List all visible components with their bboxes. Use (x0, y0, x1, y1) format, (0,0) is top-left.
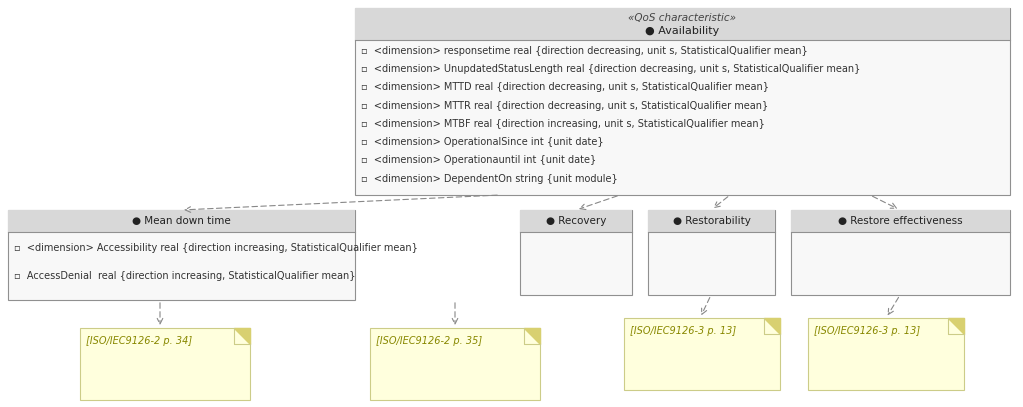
Text: ▫  <dimension> responsetime real {direction decreasing, unit s, StatisticalQuali: ▫ <dimension> responsetime real {directi… (361, 46, 808, 56)
Text: ● Restorability: ● Restorability (672, 216, 751, 226)
Text: ● Mean down time: ● Mean down time (132, 216, 231, 226)
Bar (624, 318, 780, 390)
Bar (8, 210, 355, 232)
Text: ● Recovery: ● Recovery (546, 216, 607, 226)
Text: [ISO/IEC9126-3 p. 13]: [ISO/IEC9126-3 p. 13] (630, 326, 737, 336)
Text: ● Restore effectiveness: ● Restore effectiveness (838, 216, 963, 226)
Text: ▫  <dimension> UnupdatedStatusLength real {direction decreasing, unit s, Statist: ▫ <dimension> UnupdatedStatusLength real… (361, 64, 860, 74)
Text: [ISO/IEC9126-3 p. 13]: [ISO/IEC9126-3 p. 13] (814, 326, 920, 336)
Text: ▫  AccessDenial  real {direction increasing, StatisticalQualifier mean}: ▫ AccessDenial real {direction increasin… (14, 271, 356, 280)
Text: ▫  <dimension> MTTD real {direction decreasing, unit s, StatisticalQualifier mea: ▫ <dimension> MTTD real {direction decre… (361, 82, 769, 92)
Bar (355, 8, 1010, 195)
Bar (648, 210, 775, 232)
Bar (80, 328, 250, 400)
Bar (520, 210, 632, 295)
Text: ▫  <dimension> MTBF real {direction increasing, unit s, StatisticalQualifier mea: ▫ <dimension> MTBF real {direction incre… (361, 119, 765, 129)
Text: ▫  <dimension> Accessibility real {direction increasing, StatisticalQualifier me: ▫ <dimension> Accessibility real {direct… (14, 243, 417, 253)
Bar (648, 210, 775, 295)
Bar (370, 328, 540, 400)
Polygon shape (524, 328, 540, 344)
Text: [ISO/IEC9126-2 p. 35]: [ISO/IEC9126-2 p. 35] (376, 336, 482, 346)
Text: ● Availability: ● Availability (646, 26, 719, 36)
Text: ▫  <dimension> MTTR real {direction decreasing, unit s, StatisticalQualifier mea: ▫ <dimension> MTTR real {direction decre… (361, 101, 768, 111)
Text: [ISO/IEC9126-2 p. 34]: [ISO/IEC9126-2 p. 34] (86, 336, 192, 346)
Bar (355, 8, 1010, 40)
Bar (8, 210, 355, 300)
Bar (520, 210, 632, 232)
Bar (791, 210, 1010, 295)
Text: «QoS characteristic»: «QoS characteristic» (628, 13, 737, 23)
Polygon shape (764, 318, 780, 334)
Text: ▫  <dimension> DependentOn string {unit module}: ▫ <dimension> DependentOn string {unit m… (361, 174, 618, 184)
Polygon shape (948, 318, 964, 334)
Bar (808, 318, 964, 390)
Text: ▫  <dimension> Operationauntil int {unit date}: ▫ <dimension> Operationauntil int {unit … (361, 155, 596, 165)
Text: ▫  <dimension> OperationalSince int {unit date}: ▫ <dimension> OperationalSince int {unit… (361, 137, 604, 147)
Polygon shape (234, 328, 250, 344)
Bar (791, 210, 1010, 232)
